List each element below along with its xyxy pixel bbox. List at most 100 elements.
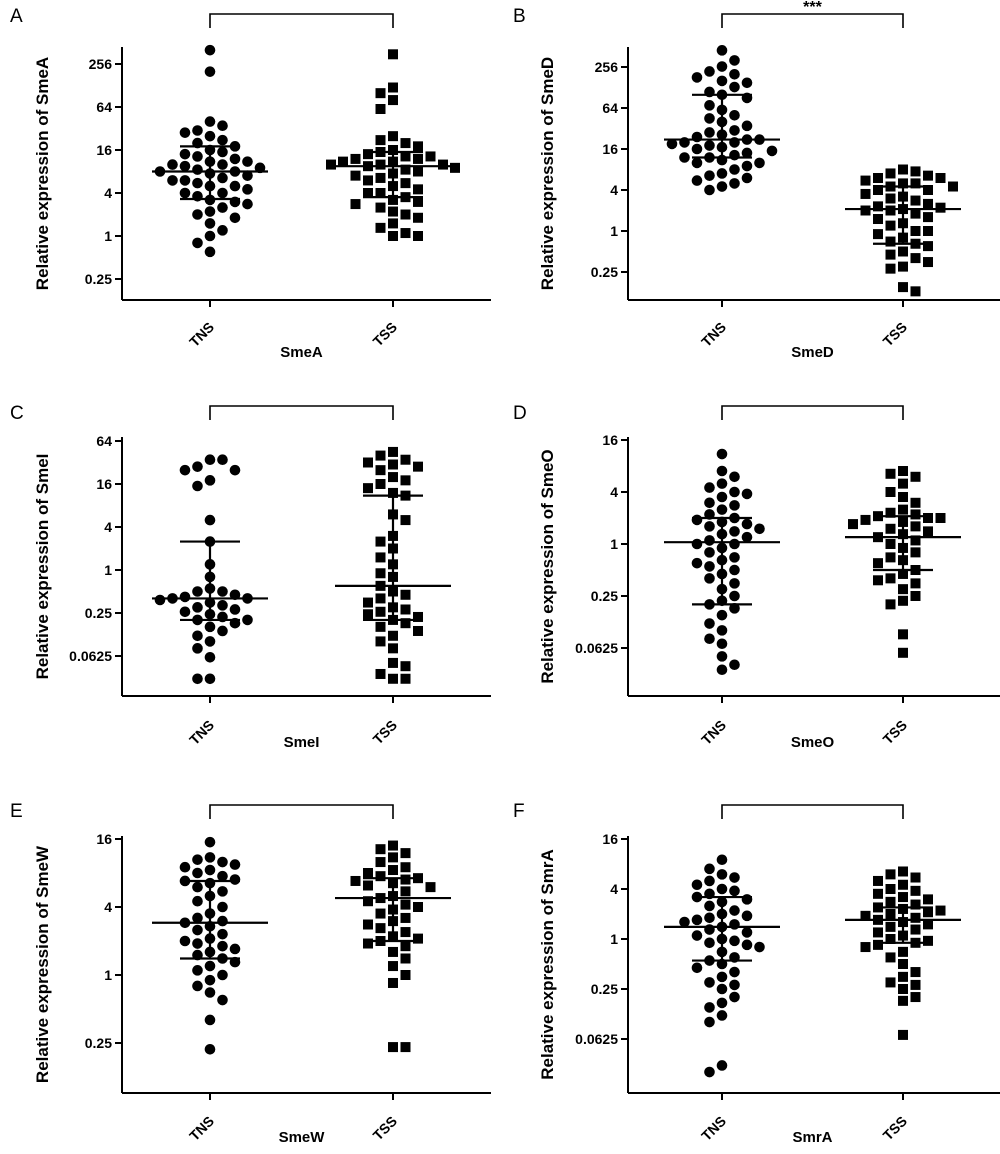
data-point — [873, 888, 883, 899]
data-point — [885, 934, 896, 944]
data-point — [716, 478, 728, 489]
data-point — [400, 862, 411, 873]
data-point — [729, 178, 740, 189]
data-point — [338, 156, 348, 167]
y-tick-label: 0.25 — [85, 271, 112, 287]
data-point — [716, 465, 728, 477]
data-point — [375, 871, 386, 882]
data-point — [729, 526, 740, 537]
data-point — [375, 593, 386, 604]
data-point — [885, 263, 896, 274]
data-point — [375, 479, 386, 489]
data-point — [217, 870, 228, 882]
data-point — [204, 974, 216, 986]
data-point — [413, 625, 423, 636]
data-point — [910, 912, 921, 923]
data-point — [885, 193, 896, 204]
data-point — [179, 127, 191, 138]
panel-letter: F — [513, 801, 525, 822]
data-point — [375, 606, 386, 617]
data-point — [388, 49, 398, 60]
data-point — [204, 836, 216, 848]
data-point — [741, 939, 753, 951]
data-point — [192, 237, 203, 249]
data-point — [179, 935, 191, 947]
data-point — [923, 226, 933, 236]
data-point — [204, 246, 216, 258]
data-point — [860, 910, 871, 921]
data-point — [388, 145, 398, 155]
data-point — [885, 220, 896, 231]
y-tick-label: 256 — [89, 56, 113, 72]
data-point — [425, 882, 436, 893]
data-point — [885, 977, 896, 988]
x-axis-label: SmeI — [284, 734, 320, 751]
data-point — [704, 912, 715, 924]
series-tns — [152, 836, 268, 1055]
data-point — [885, 168, 896, 179]
data-point — [729, 538, 740, 550]
data-point — [898, 995, 908, 1006]
y-tick-label: 4 — [104, 899, 112, 915]
data-point — [729, 966, 740, 978]
panel-letter: C — [10, 403, 24, 424]
x-category-label: TNS — [186, 1113, 217, 1144]
data-point — [885, 507, 896, 518]
data-point — [885, 539, 896, 549]
data-point — [179, 606, 191, 618]
data-point — [898, 261, 908, 272]
data-point — [873, 875, 883, 886]
data-point — [741, 910, 753, 922]
data-point — [413, 933, 423, 944]
data-point — [910, 591, 921, 601]
y-tick-label: 0.0625 — [575, 640, 618, 656]
data-point — [375, 844, 386, 855]
data-point — [898, 584, 908, 595]
data-point — [898, 971, 908, 982]
data-point — [716, 61, 728, 72]
data-point — [400, 618, 411, 629]
data-point — [716, 971, 728, 983]
data-point — [192, 924, 203, 936]
data-point — [204, 116, 216, 127]
data-point — [425, 151, 436, 162]
data-point — [400, 848, 411, 859]
data-point — [704, 170, 715, 181]
data-point — [691, 72, 703, 83]
data-point — [860, 175, 871, 186]
data-point — [729, 872, 740, 883]
data-point — [229, 859, 241, 870]
data-point — [217, 886, 228, 897]
data-point — [242, 198, 253, 210]
data-point — [923, 919, 933, 930]
data-point — [375, 568, 386, 579]
data-point — [388, 446, 398, 457]
data-point — [375, 668, 386, 679]
data-point — [400, 912, 411, 923]
data-point — [388, 1042, 398, 1053]
y-tick-label: 1 — [610, 223, 618, 239]
data-point — [192, 630, 203, 642]
data-point — [741, 172, 753, 184]
data-point — [910, 471, 921, 482]
data-point — [716, 75, 728, 87]
data-point — [729, 81, 740, 93]
data-point — [388, 657, 398, 668]
data-point — [192, 602, 203, 613]
data-point — [910, 885, 921, 896]
data-point — [873, 558, 883, 569]
data-point — [873, 939, 883, 950]
series-tns — [152, 44, 268, 258]
x-axis-label: SmeW — [279, 1129, 326, 1146]
data-point — [716, 168, 728, 179]
data-point — [375, 450, 386, 461]
data-point — [898, 492, 908, 503]
data-point — [885, 921, 896, 932]
data-point — [885, 205, 896, 216]
data-point — [935, 173, 946, 184]
x-axis-label: SmeA — [280, 344, 323, 361]
data-point — [217, 901, 228, 913]
data-point — [363, 483, 373, 494]
data-point — [400, 953, 411, 964]
data-point — [413, 141, 423, 152]
